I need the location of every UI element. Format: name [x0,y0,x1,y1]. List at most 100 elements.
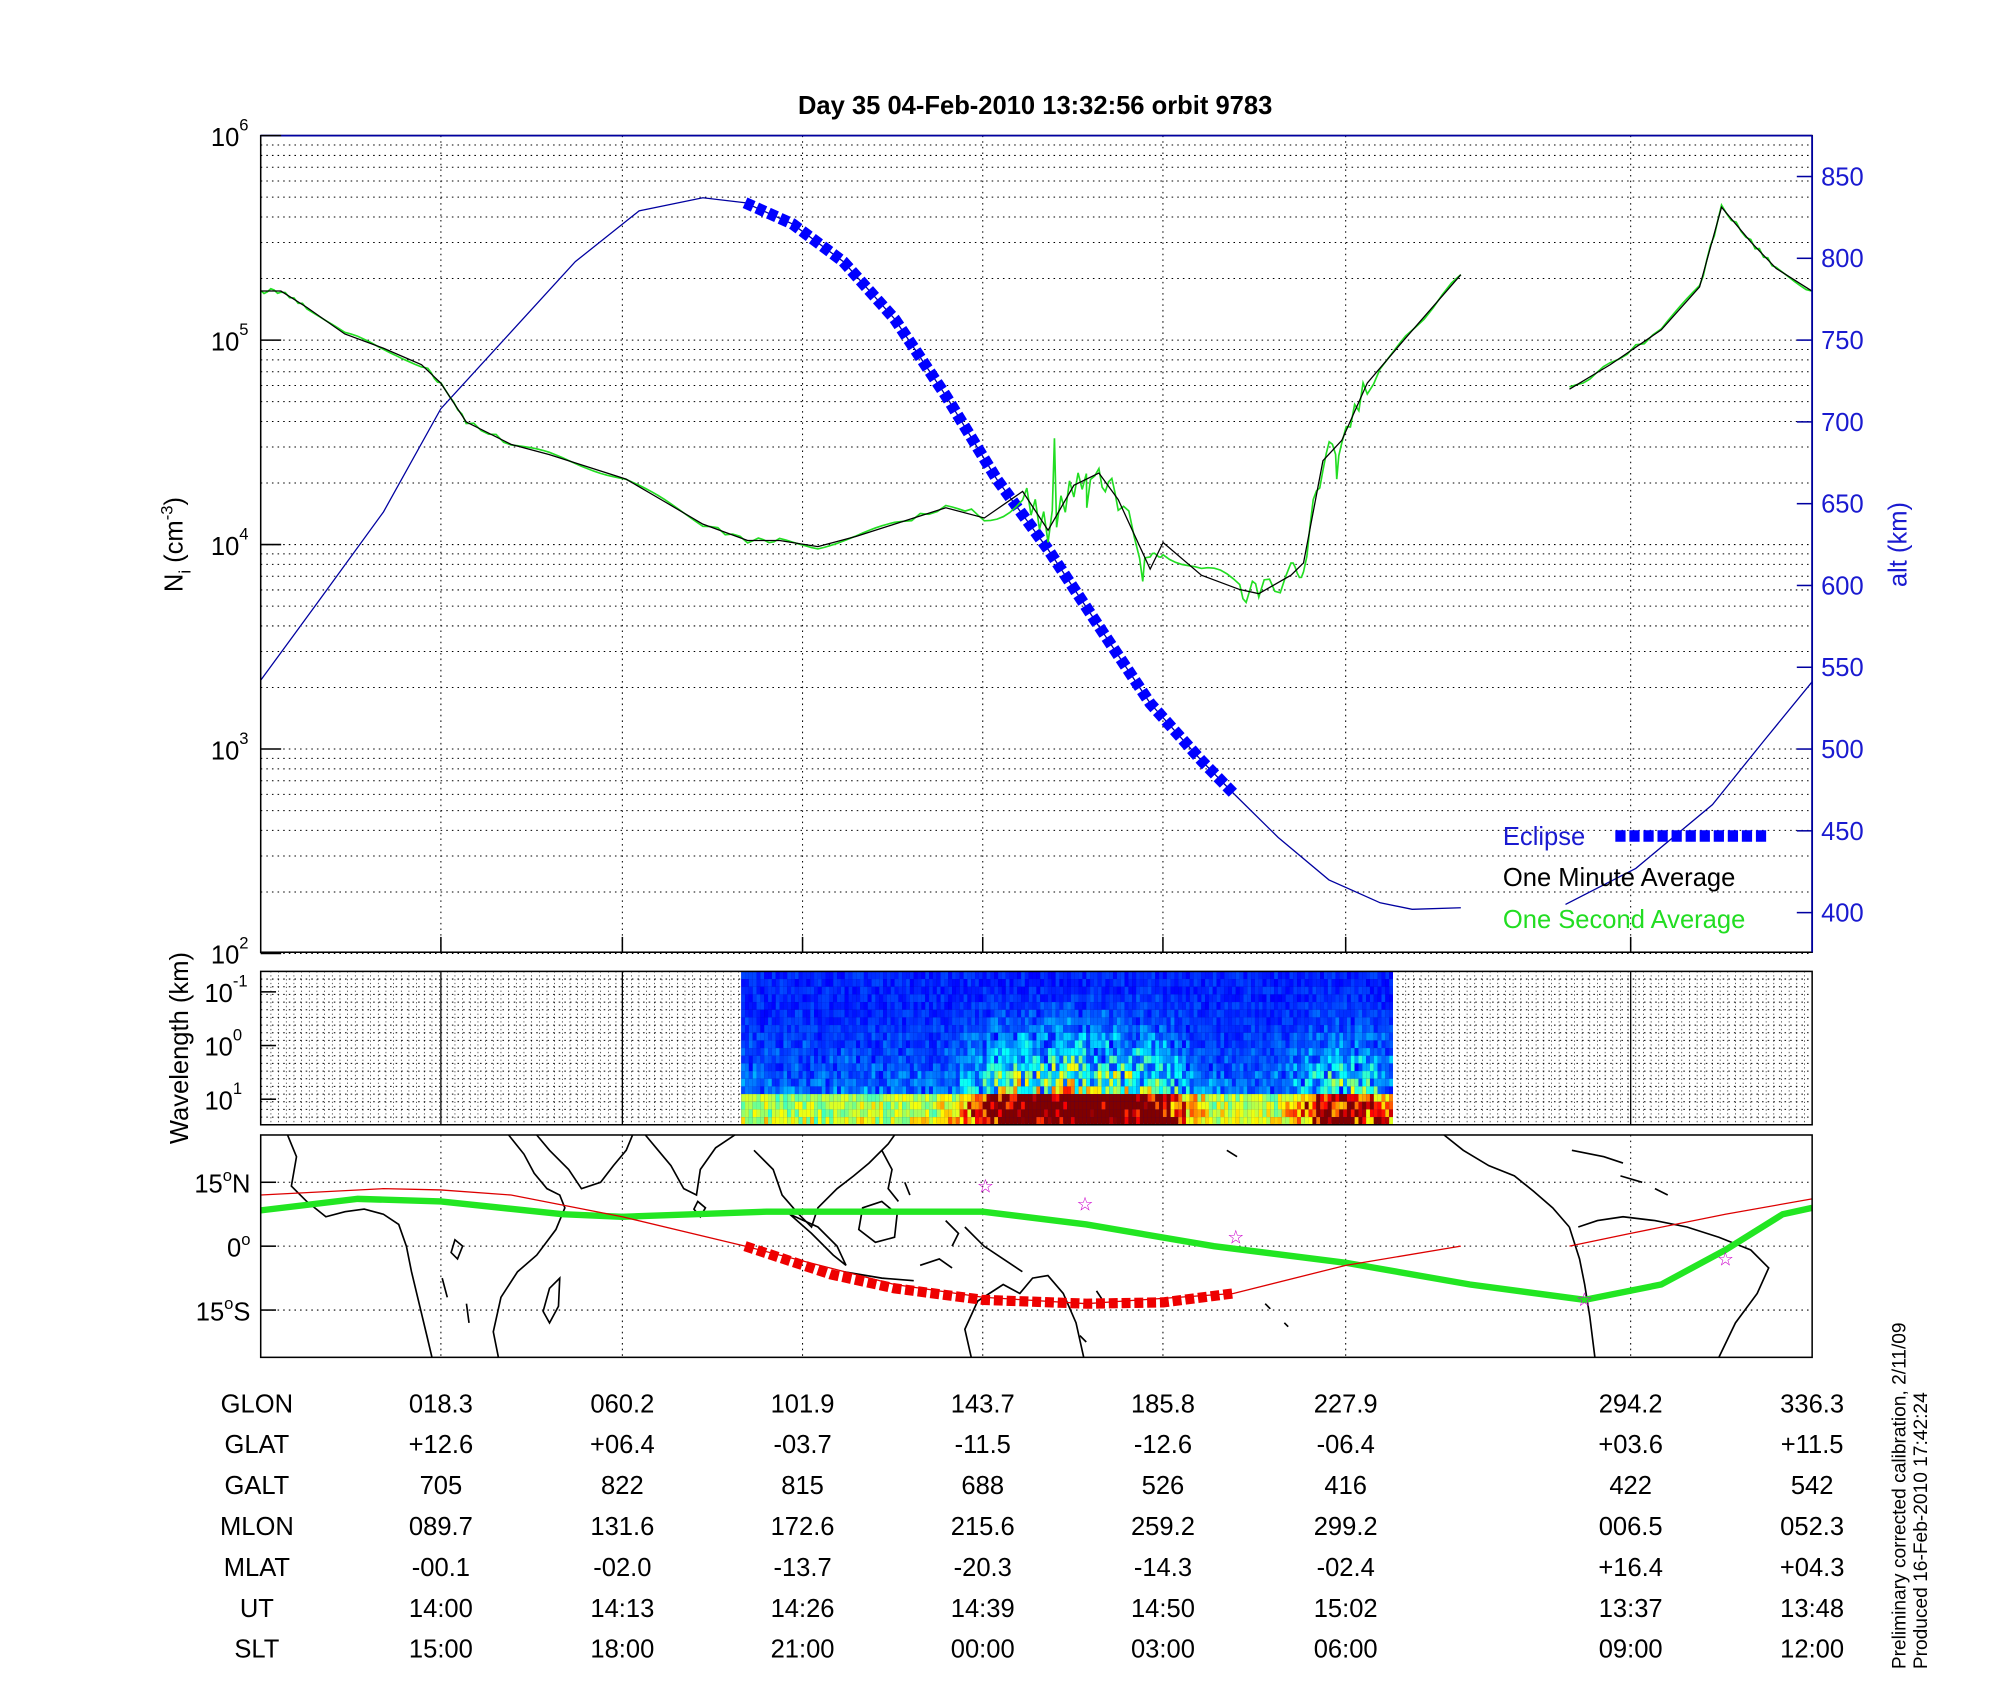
spectrogram-cell [1212,1109,1217,1118]
spectrogram-cell [975,1048,979,1056]
spectrogram-cell [1385,1117,1390,1125]
spectrogram-cell [779,1063,784,1072]
spectrogram-cell [1377,1117,1382,1125]
spectrogram-cell [1377,979,1382,987]
spectrogram-cell [978,1017,983,1026]
spectrogram-cell [1281,986,1286,995]
spectrogram-cell [1277,1009,1282,1018]
spectrogram-cell [1067,1017,1071,1026]
spectrogram-cell [952,1055,956,1064]
spectrogram-cell [936,1117,941,1125]
spectrogram-cell [909,1063,914,1072]
spectrogram-cell [833,1071,838,1079]
spectrogram-cell [1308,1117,1313,1125]
spectrogram-cell [994,1009,999,1018]
spectrogram-cell [875,1017,880,1026]
spectrogram-cell [1074,1086,1079,1095]
spectrogram-cell [1166,1032,1171,1041]
spectrogram-cell [848,1048,853,1056]
spectrogram-cell [1051,1002,1056,1010]
spectrogram-cell [959,1025,964,1033]
spectrogram-cell [1185,1117,1190,1125]
spectrogram-cell [1224,1094,1229,1102]
spectrogram-cell [963,971,968,980]
spectrogram-cell [775,1086,780,1095]
spectrogram-cell [844,1063,849,1072]
spectrogram-cell [1124,1086,1129,1095]
spectrogram-cell [1090,979,1094,987]
spectrogram-cell [1312,1101,1317,1110]
spectrogram-cell [1224,1017,1229,1026]
spectrogram-cell [1170,1078,1175,1087]
spectrogram-cell [917,986,922,995]
spectrogram-cell [814,1009,818,1018]
spectrogram-cell [1182,994,1186,1003]
spectrogram-cell [1208,1009,1213,1018]
spectrogram-cell [1055,994,1060,1003]
spectrogram-cell [745,979,749,987]
spectrogram-cell [1005,1101,1010,1110]
spec-tick-base: 10 [204,1087,232,1115]
spectrogram-cell [1346,1055,1351,1064]
star-marker: ☆ [1576,1290,1593,1311]
spectrogram-cell [1067,1048,1071,1056]
spectrogram-cell [1074,1078,1079,1087]
spectrogram-cell [1124,1109,1129,1118]
spectrogram-cell [978,1071,983,1079]
spectrogram-cell [871,1032,876,1041]
spectrogram-cell [844,1101,849,1110]
spectrogram-cell [1120,1094,1125,1102]
spectrogram-cell [1001,986,1006,995]
spectrogram-cell [852,1055,857,1064]
spectrogram-cell [1369,994,1374,1003]
spectrogram-cell [856,1002,861,1010]
spectrogram-cell [894,994,899,1003]
spectrogram-cell [1028,971,1033,980]
spectrogram-cell [798,1117,803,1125]
spectrogram-cell [1047,1025,1052,1033]
spectrogram-cell [1297,979,1301,987]
spectrogram-cell [925,1063,930,1072]
spectrogram-cell [1185,1040,1190,1049]
spectrogram-cell [1362,1071,1367,1079]
spectrogram-cell [848,1117,853,1125]
spectrogram-cell [1147,1071,1152,1079]
spectrogram-cell [756,1040,761,1049]
spectrogram-cell [948,1063,953,1072]
spectrogram-cell [1220,1078,1225,1087]
spectrogram-cell [967,1109,972,1118]
spectrogram-cell [1074,1094,1079,1102]
spectrogram-cell [917,1117,922,1125]
spectrogram-cell [844,1055,849,1064]
spectrogram-cell [1293,1117,1298,1125]
spectrogram-cell [821,1071,826,1079]
spectrogram-cell [1097,1009,1102,1018]
spectrogram-cell [768,1002,772,1010]
spectrogram-cell [1389,1055,1393,1064]
spectrogram-cell [994,1071,999,1079]
spectrogram-cell [1155,1017,1160,1026]
spectrogram-cell [936,1040,941,1049]
spectrogram-cell [829,1063,834,1072]
spectrogram-cell [1235,1071,1240,1079]
spectrogram-cell [998,1025,1002,1033]
spectrogram-cell [1205,1117,1209,1125]
spectrogram-cell [1320,1063,1324,1072]
spectrogram-cell [929,1101,933,1110]
spectrogram-cell [1201,1017,1206,1026]
spectrogram-cell [752,1071,757,1079]
spectrogram-cell [1197,1055,1202,1064]
spectrogram-cell [1208,986,1213,995]
spectrogram-cell [1189,1048,1194,1056]
spectrogram-cell [833,1025,838,1033]
spectrogram-cell [1170,1071,1175,1079]
spectrogram-cell [1070,1101,1075,1110]
y-tick-base: 10 [211,328,239,356]
spectrogram-cell [752,1078,757,1087]
spectrogram-cell [1331,1032,1336,1041]
spectrogram-cell [1067,1071,1071,1079]
spectrogram-cell [844,1025,849,1033]
spectrogram-cell [1090,1094,1094,1102]
